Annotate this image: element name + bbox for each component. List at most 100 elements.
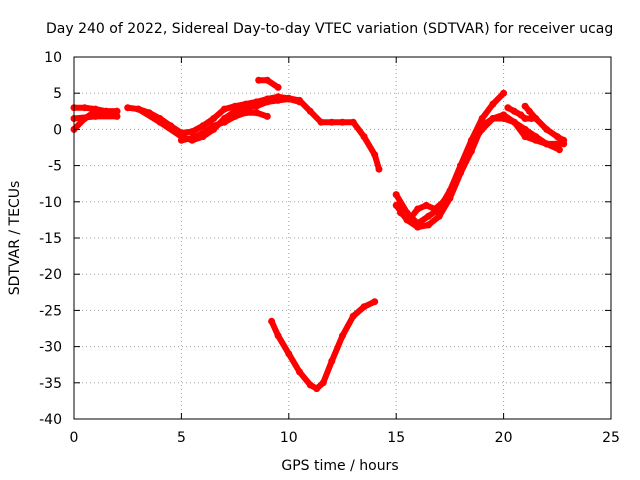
x-tick-label: 0 xyxy=(70,430,79,446)
y-tick-label: -30 xyxy=(39,340,62,356)
data-point xyxy=(521,115,529,122)
data-point xyxy=(440,198,447,206)
data-point xyxy=(263,76,271,84)
data-point xyxy=(521,125,529,133)
data-point xyxy=(156,118,164,126)
data-point xyxy=(177,136,185,144)
data-point xyxy=(510,107,518,115)
series-track-m xyxy=(521,102,568,144)
data-point xyxy=(532,115,540,122)
data-point xyxy=(414,205,422,213)
data-point xyxy=(92,112,99,120)
y-tick-label: 5 xyxy=(53,86,62,102)
series-track-g xyxy=(255,76,282,91)
data-point xyxy=(124,104,132,112)
y-tick-label: 0 xyxy=(53,122,62,138)
data-point xyxy=(210,115,218,122)
data-point xyxy=(231,112,239,120)
data-point xyxy=(263,98,271,106)
data-point xyxy=(405,216,413,224)
data-point xyxy=(328,357,336,365)
axis-ticks xyxy=(73,56,612,420)
data-point xyxy=(274,96,282,104)
data-point xyxy=(435,212,443,220)
x-tick-label: 5 xyxy=(177,430,186,446)
data-point xyxy=(543,125,551,133)
data-point xyxy=(504,104,512,112)
data-point xyxy=(319,379,327,387)
data-point xyxy=(371,151,379,159)
series-track-c xyxy=(70,112,121,122)
data-point xyxy=(313,385,321,393)
series-track-f xyxy=(177,109,271,144)
data-point xyxy=(255,76,263,84)
data-point xyxy=(285,350,293,358)
data-point xyxy=(467,140,475,148)
data-point xyxy=(285,95,293,103)
data-point xyxy=(424,212,432,220)
data-point xyxy=(306,107,314,115)
data-point xyxy=(424,221,432,229)
data-point xyxy=(317,118,325,126)
x-tick-label: 25 xyxy=(602,430,620,446)
series-track-h xyxy=(268,298,379,393)
data-point xyxy=(296,98,303,106)
data-point xyxy=(81,104,89,112)
y-tick-label: -40 xyxy=(39,412,62,428)
data-point xyxy=(349,312,357,320)
data-point xyxy=(555,146,563,154)
y-tick-label: -5 xyxy=(48,159,62,175)
data-point xyxy=(510,118,518,126)
data-point xyxy=(553,133,561,141)
data-point xyxy=(274,83,282,91)
data-point xyxy=(560,136,568,144)
data-point xyxy=(457,162,465,170)
data-point xyxy=(500,89,508,97)
data-point xyxy=(360,133,368,141)
data-point xyxy=(414,223,422,231)
data-point xyxy=(478,115,486,122)
data-point xyxy=(543,140,551,148)
chart-title: Day 240 of 2022, Sidereal Day-to-day VTE… xyxy=(46,21,613,37)
data-point xyxy=(392,201,400,209)
series-track-l xyxy=(504,104,535,122)
tick-labels: 0 5 10 15 20 25 -40 -35 -30 -25 -20 -15 -10 -5 0 5 10 xyxy=(39,50,620,446)
data-point xyxy=(431,205,439,213)
data-point xyxy=(113,112,121,120)
x-axis-label: GPS time / hours xyxy=(281,458,398,474)
series-track-k xyxy=(397,111,563,224)
data-point xyxy=(242,109,250,117)
y-tick-label: -35 xyxy=(39,376,62,392)
x-tick-label: 10 xyxy=(280,430,298,446)
data-point xyxy=(339,332,346,340)
data-point xyxy=(296,368,303,376)
y-tick-label: -20 xyxy=(39,267,62,283)
x-tick-label: 20 xyxy=(495,430,513,446)
data-point xyxy=(113,107,121,115)
data-point xyxy=(306,381,314,389)
data-point xyxy=(478,125,486,133)
data-point xyxy=(92,105,99,113)
series-track-b xyxy=(70,104,121,115)
y-tick-label: 10 xyxy=(44,50,62,66)
data-point xyxy=(210,122,218,130)
x-tick-label: 15 xyxy=(387,430,405,446)
data-point xyxy=(375,165,383,173)
data-point xyxy=(360,303,368,311)
data-point xyxy=(199,129,207,137)
data-point xyxy=(188,128,196,136)
series-line xyxy=(268,298,378,392)
data-point xyxy=(268,317,276,325)
data-point xyxy=(328,118,336,126)
data-point xyxy=(349,118,357,126)
data-point xyxy=(220,105,228,113)
data-point xyxy=(188,134,196,142)
data-point xyxy=(134,105,142,113)
data-point xyxy=(339,118,346,126)
series-track-i xyxy=(392,89,508,227)
data-point xyxy=(500,111,508,119)
data-point xyxy=(532,133,540,141)
data-point xyxy=(199,122,207,130)
data-point xyxy=(253,109,261,117)
